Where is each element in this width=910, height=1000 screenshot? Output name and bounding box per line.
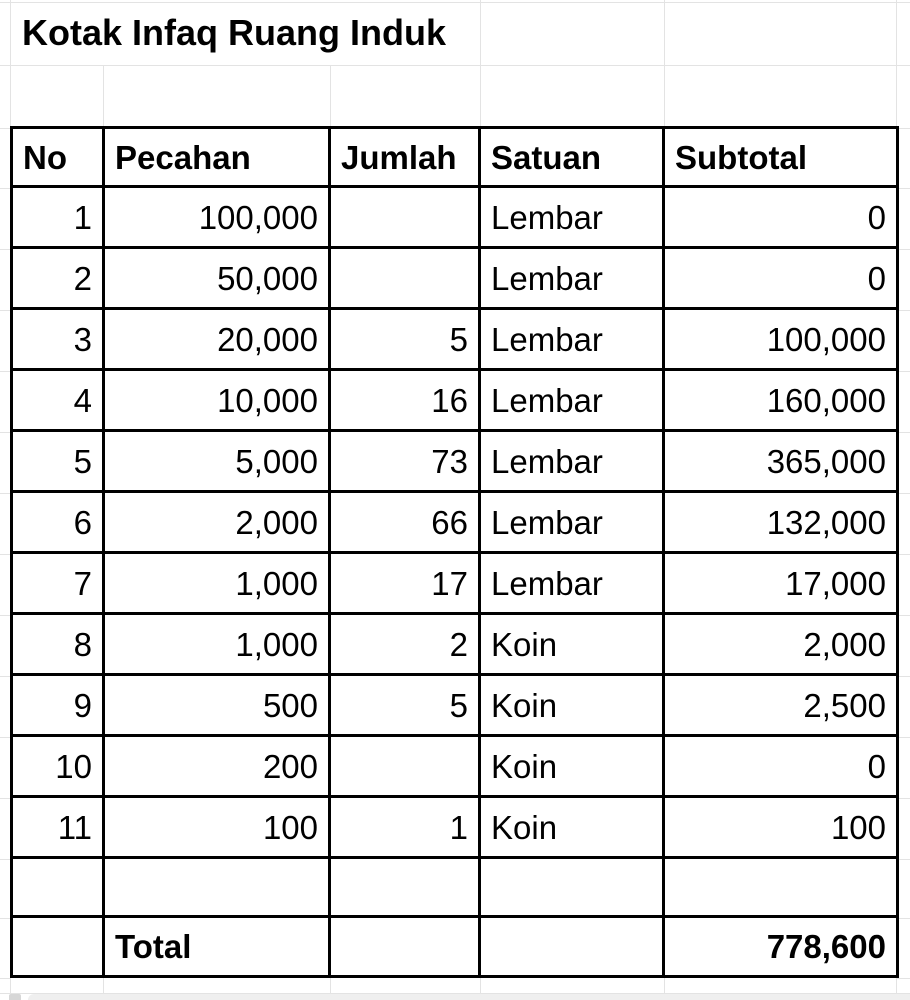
- cell-subtotal[interactable]: 160,000: [665, 371, 896, 432]
- header-cell-pecahan[interactable]: Pecahan: [105, 129, 331, 188]
- cell-pecahan[interactable]: 20,000: [105, 310, 331, 371]
- cell-satuan[interactable]: Koin: [481, 798, 665, 859]
- cell-jumlah[interactable]: 17: [331, 554, 481, 615]
- header-cell-jumlah[interactable]: Jumlah: [331, 129, 481, 188]
- cell-jumlah[interactable]: 2: [331, 615, 481, 676]
- bottom-gray-square: [9, 994, 21, 1000]
- cell-subtotal[interactable]: 0: [665, 188, 896, 249]
- header-cell-no[interactable]: No: [13, 129, 105, 188]
- cell-no[interactable]: 7: [13, 554, 105, 615]
- cell-subtotal[interactable]: 365,000: [665, 432, 896, 493]
- bottom-gray-bar: [28, 994, 910, 1000]
- cell-subtotal[interactable]: 100: [665, 798, 896, 859]
- cell-no[interactable]: [13, 859, 105, 918]
- cell-subtotal[interactable]: 17,000: [665, 554, 896, 615]
- cell-subtotal[interactable]: 132,000: [665, 493, 896, 554]
- cell-jumlah[interactable]: 73: [331, 432, 481, 493]
- cell-satuan[interactable]: [481, 859, 665, 918]
- cell-jumlah[interactable]: 1: [331, 798, 481, 859]
- cell-pecahan[interactable]: 2,000: [105, 493, 331, 554]
- cell-subtotal[interactable]: 100,000: [665, 310, 896, 371]
- header-cell-satuan[interactable]: Satuan: [481, 129, 665, 188]
- cell-jumlah[interactable]: [331, 859, 481, 918]
- cell-pecahan[interactable]: 100,000: [105, 188, 331, 249]
- cell-no[interactable]: 6: [13, 493, 105, 554]
- sheet-title-cell[interactable]: Kotak Infaq Ruang Induk: [22, 12, 447, 53]
- cell-jumlah[interactable]: [331, 249, 481, 310]
- cell-satuan[interactable]: Lembar: [481, 371, 665, 432]
- cell-pecahan[interactable]: 1,000: [105, 615, 331, 676]
- cell-satuan[interactable]: Lembar: [481, 432, 665, 493]
- cell-satuan[interactable]: Lembar: [481, 310, 665, 371]
- cell-no[interactable]: 1: [13, 188, 105, 249]
- cell-satuan[interactable]: Lembar: [481, 249, 665, 310]
- cell-no[interactable]: 5: [13, 432, 105, 493]
- cell-satuan[interactable]: Koin: [481, 615, 665, 676]
- cell-pecahan[interactable]: 500: [105, 676, 331, 737]
- total-value-cell[interactable]: 778,600: [766, 928, 886, 965]
- cell-satuan[interactable]: Koin: [481, 676, 665, 737]
- infaq-table: No Pecahan Jumlah Satuan Subtotal 1 100,…: [10, 126, 899, 978]
- cell-subtotal[interactable]: [665, 859, 896, 918]
- total-label-cell[interactable]: Total: [105, 918, 331, 975]
- cell-satuan[interactable]: Koin: [481, 737, 665, 798]
- cell-pecahan[interactable]: 1,000: [105, 554, 331, 615]
- cell-satuan[interactable]: Lembar: [481, 493, 665, 554]
- total-cell-jumlah[interactable]: [331, 918, 481, 975]
- cell-subtotal[interactable]: 2,500: [665, 676, 896, 737]
- cell-jumlah[interactable]: 66: [331, 493, 481, 554]
- cell-no[interactable]: 8: [13, 615, 105, 676]
- total-cell-satuan[interactable]: [481, 918, 665, 975]
- cell-jumlah[interactable]: 5: [331, 310, 481, 371]
- cell-jumlah[interactable]: [331, 737, 481, 798]
- cell-jumlah[interactable]: 5: [331, 676, 481, 737]
- cell-pecahan[interactable]: 200: [105, 737, 331, 798]
- cell-no[interactable]: 11: [13, 798, 105, 859]
- cell-subtotal[interactable]: 2,000: [665, 615, 896, 676]
- cell-no[interactable]: 2: [13, 249, 105, 310]
- header-cell-subtotal[interactable]: Subtotal: [665, 129, 896, 188]
- cell-jumlah[interactable]: [331, 188, 481, 249]
- cell-no[interactable]: 4: [13, 371, 105, 432]
- cell-pecahan[interactable]: 100: [105, 798, 331, 859]
- cell-pecahan[interactable]: 10,000: [105, 371, 331, 432]
- cell-no[interactable]: 9: [13, 676, 105, 737]
- cell-pecahan[interactable]: 5,000: [105, 432, 331, 493]
- cell-satuan[interactable]: Lembar: [481, 188, 665, 249]
- cell-jumlah[interactable]: 16: [331, 371, 481, 432]
- cell-subtotal[interactable]: 0: [665, 737, 896, 798]
- cell-pecahan[interactable]: [105, 859, 331, 918]
- cell-satuan[interactable]: Lembar: [481, 554, 665, 615]
- cell-no[interactable]: 3: [13, 310, 105, 371]
- cell-pecahan[interactable]: 50,000: [105, 249, 331, 310]
- total-cell-no[interactable]: [13, 918, 105, 975]
- cell-subtotal[interactable]: 0: [665, 249, 896, 310]
- cell-no[interactable]: 10: [13, 737, 105, 798]
